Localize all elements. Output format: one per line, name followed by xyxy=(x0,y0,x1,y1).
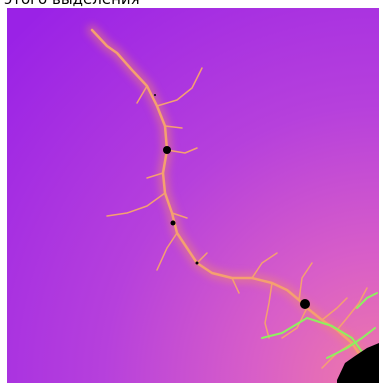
caption-clip: этого выделения xyxy=(0,0,379,8)
fractal-image xyxy=(7,8,379,383)
page: этого выделения (() => { const data = JS… xyxy=(0,0,379,383)
caption: этого выделения xyxy=(4,0,140,8)
